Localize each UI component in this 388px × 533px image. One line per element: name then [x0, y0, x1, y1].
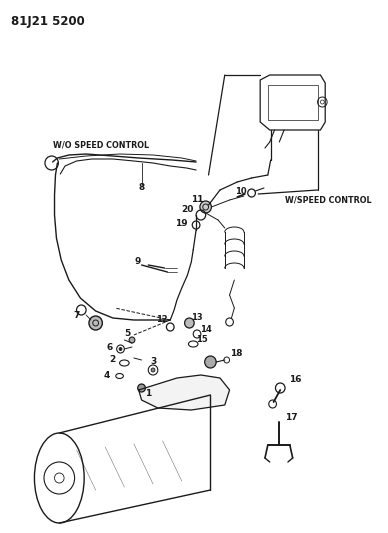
Text: 13: 13 [191, 312, 203, 321]
Text: 20: 20 [181, 206, 193, 214]
Polygon shape [139, 375, 230, 410]
Circle shape [129, 337, 135, 343]
Text: 9: 9 [135, 257, 141, 266]
Text: 18: 18 [230, 349, 242, 358]
Text: 14: 14 [200, 326, 212, 335]
Text: 2: 2 [110, 354, 116, 364]
Text: 15: 15 [196, 335, 208, 344]
Circle shape [119, 348, 122, 351]
Circle shape [185, 318, 194, 328]
Text: 81J21 5200: 81J21 5200 [12, 15, 85, 28]
Text: 12: 12 [156, 316, 167, 325]
Text: 1: 1 [146, 390, 152, 399]
Text: 4: 4 [104, 370, 110, 379]
Text: 10: 10 [235, 187, 247, 196]
Text: 19: 19 [175, 219, 187, 228]
Circle shape [138, 384, 146, 392]
Text: 5: 5 [124, 328, 130, 337]
Circle shape [151, 368, 155, 372]
Text: 3: 3 [150, 358, 156, 367]
Circle shape [89, 316, 102, 330]
Text: 17: 17 [285, 414, 298, 423]
Text: 16: 16 [289, 376, 301, 384]
Text: W/SPEED CONTROL: W/SPEED CONTROL [285, 196, 372, 205]
Text: 8: 8 [139, 183, 145, 192]
Circle shape [200, 201, 211, 213]
Text: W/O SPEED CONTROL: W/O SPEED CONTROL [53, 141, 149, 149]
Text: 7: 7 [73, 311, 80, 320]
Circle shape [205, 356, 216, 368]
Text: 6: 6 [107, 343, 113, 351]
Text: 11: 11 [191, 196, 204, 205]
